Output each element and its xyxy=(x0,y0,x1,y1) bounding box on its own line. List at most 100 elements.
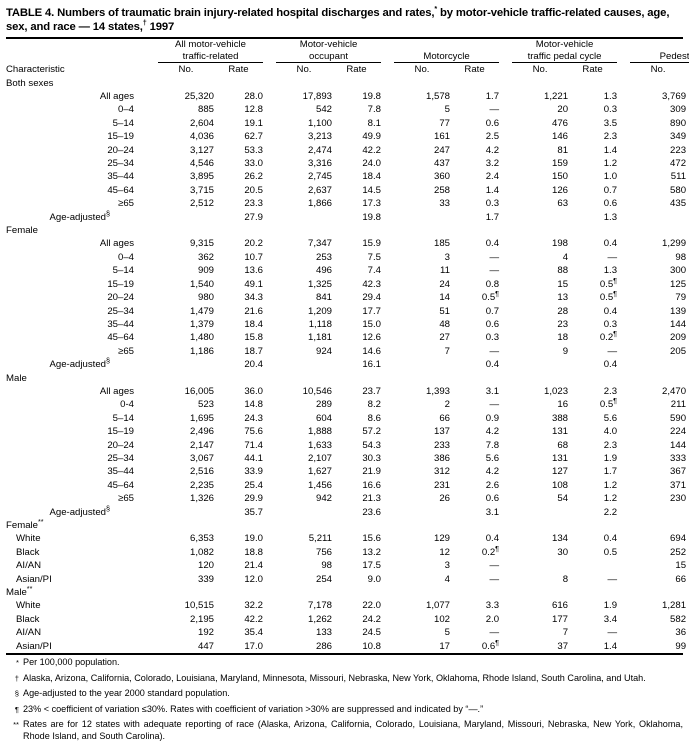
cell-rate: 18.4 xyxy=(244,318,264,330)
cell-number: 1,627 xyxy=(308,466,333,478)
cell-gap xyxy=(381,144,394,157)
cell-number: 580 xyxy=(670,184,687,196)
cell-gap xyxy=(617,613,630,626)
cell-number: 192 xyxy=(197,627,214,639)
cell-gap xyxy=(381,197,394,210)
cell-number: 15 xyxy=(557,278,569,290)
cell-number: 134 xyxy=(552,533,569,545)
cell-number: 1,578 xyxy=(426,91,451,102)
row-label: Age-adjusted§ xyxy=(6,503,158,519)
cell-rate: 0.4 xyxy=(603,305,618,317)
row-label: ≥65 xyxy=(6,492,158,505)
column-header-no-3: No. xyxy=(414,64,430,76)
cell-gap xyxy=(499,251,512,264)
cell-gap xyxy=(381,599,394,612)
cell-number xyxy=(630,358,686,371)
cell-rate: 1.9 xyxy=(603,600,618,612)
cell-rate: 2.5 xyxy=(485,131,500,143)
cell-gap xyxy=(263,358,276,371)
row-label: White xyxy=(6,599,158,612)
row-label: 25–34 xyxy=(6,157,158,170)
cell-number: 230 xyxy=(670,493,687,505)
cell-rate: 23.7 xyxy=(362,385,382,397)
cell-empty xyxy=(617,224,630,237)
cell-number: 3,316 xyxy=(308,158,333,170)
footnote-row: † Alaska, Arizona, California, Colorado, … xyxy=(6,673,683,689)
cell-number: 129 xyxy=(434,533,451,545)
cell-gap xyxy=(617,291,630,304)
cell-number: 120 xyxy=(197,560,214,572)
cell-number: 137 xyxy=(434,426,451,438)
cell-gap xyxy=(617,412,630,425)
cell-gap xyxy=(263,573,276,586)
top-rule xyxy=(6,37,683,39)
cell-empty xyxy=(512,586,568,599)
row-label-text: Age-adjusted§ xyxy=(49,503,110,518)
cell-rate: — xyxy=(607,627,618,639)
cell-gap xyxy=(381,532,394,545)
cell-empty xyxy=(394,77,450,90)
row-label-text: 45–64 xyxy=(107,479,134,491)
header-subcolumn-row: Characteristic No. Rate No. Rate No. Rat… xyxy=(6,63,689,77)
cell-empty xyxy=(276,372,332,385)
cell-gap xyxy=(381,613,394,626)
cell-gap xyxy=(499,197,512,210)
table-row: White 10,515 32.2 7,178 22.0 1,077 3.3 616 1.9 1,… xyxy=(6,599,689,612)
cell-rate: 9.0 xyxy=(367,573,382,585)
footnote-marker: * xyxy=(16,658,19,668)
cell-gap xyxy=(617,103,630,116)
cell-rate: 7.8 xyxy=(367,104,382,116)
cell-rate: 44.1 xyxy=(244,452,264,464)
cell-number: 386 xyxy=(434,452,451,464)
cell-gap xyxy=(499,237,512,250)
cell-rate: 15.6 xyxy=(362,533,382,545)
cell-number: 2,516 xyxy=(189,466,214,478)
cell-empty xyxy=(499,224,512,237)
cell-gap xyxy=(617,626,630,639)
cell-number: 177 xyxy=(552,613,569,625)
cell-number: 3,067 xyxy=(189,452,214,464)
cell-empty xyxy=(394,372,450,385)
cell-gap xyxy=(381,425,394,438)
cell-empty xyxy=(394,519,450,532)
cell-number: 131 xyxy=(552,452,569,464)
cell-number: 5 xyxy=(444,104,451,116)
cell-number: 17,893 xyxy=(302,91,333,102)
cell-number: 694 xyxy=(670,533,687,545)
cell-rate: 19.8 xyxy=(362,91,382,102)
cell-number: 3,127 xyxy=(189,144,214,156)
cell-rate: 10.8 xyxy=(362,640,382,652)
gap-2 xyxy=(381,39,394,63)
cell-number: 1,695 xyxy=(189,412,214,424)
cell-number: 339 xyxy=(197,573,214,585)
cell-number: 362 xyxy=(197,251,214,263)
cell-gap xyxy=(617,492,630,505)
row-label: All ages xyxy=(6,237,158,250)
group-header-mv-occupant: Motor-vehicle occupant xyxy=(276,39,382,64)
row-label: AI/AN xyxy=(6,626,158,639)
cell-number: 3 xyxy=(444,560,451,572)
cell-number xyxy=(394,506,450,519)
row-label: 5–14 xyxy=(6,264,158,277)
cell-number: 980 xyxy=(197,292,214,304)
row-label-text: All ages xyxy=(99,91,134,102)
footnote-marker: ** xyxy=(13,720,19,730)
footnote-marker: † xyxy=(14,673,19,683)
row-label: 5–14 xyxy=(6,117,158,130)
cell-rate: 10.7 xyxy=(244,251,264,263)
cell-rate: 8.6 xyxy=(367,412,382,424)
cell-gap xyxy=(381,345,394,358)
table-row: 25–344,54633.03,31624.04373.21591.24723.… xyxy=(6,157,689,170)
row-label: 0–4 xyxy=(6,251,158,264)
cell-number: 309 xyxy=(670,104,687,116)
footnotes: * Per 100,000 population. † Alaska, Arizona… xyxy=(6,657,683,742)
cell-rate: 13.2 xyxy=(362,546,382,558)
cell-gap xyxy=(381,170,394,183)
section-heading-row: Male** xyxy=(6,585,689,599)
cell-gap xyxy=(381,398,394,411)
cell-gap xyxy=(381,412,394,425)
cell-gap xyxy=(617,184,630,197)
